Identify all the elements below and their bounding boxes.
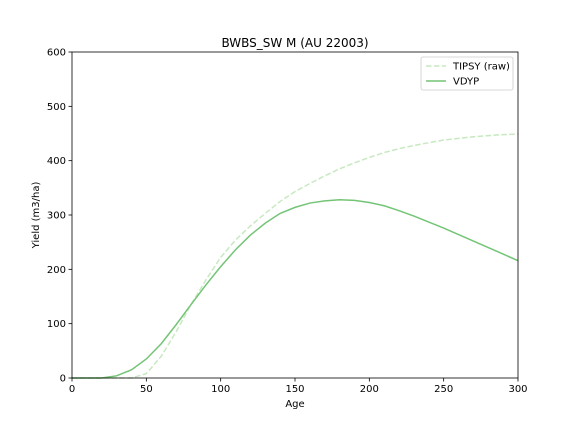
x-axis: 0 50 100 150 200 250 300 <box>69 378 528 395</box>
y-tick-label: 100 <box>47 319 66 330</box>
series-line-tipsy <box>72 133 519 379</box>
chart-title: BWBS_SW M (AU 22003) <box>221 36 368 50</box>
legend: TIPSY (raw) VDYP <box>420 56 514 91</box>
x-tick-label: 200 <box>360 384 379 395</box>
legend-label: TIPSY (raw) <box>452 62 510 73</box>
y-tick-label: 0 <box>60 374 66 385</box>
y-axis: 0 100 200 300 400 500 600 <box>47 48 72 385</box>
x-tick-label: 150 <box>285 384 304 395</box>
y-tick-label: 600 <box>47 48 66 59</box>
y-tick-label: 400 <box>47 156 66 167</box>
x-tick-label: 300 <box>508 384 527 395</box>
y-tick-label: 300 <box>47 211 66 222</box>
x-tick-label: 250 <box>434 384 453 395</box>
legend-label: VDYP <box>453 77 479 88</box>
y-tick-label: 500 <box>47 102 66 113</box>
x-tick-label: 100 <box>211 384 230 395</box>
x-tick-label: 50 <box>140 384 153 395</box>
series-line-vdyp <box>72 199 519 379</box>
x-axis-label: Age <box>285 399 304 410</box>
y-axis-label: Yield (m3/ha) <box>31 182 42 250</box>
x-tick-label: 0 <box>69 384 75 395</box>
y-tick-label: 200 <box>47 265 66 276</box>
